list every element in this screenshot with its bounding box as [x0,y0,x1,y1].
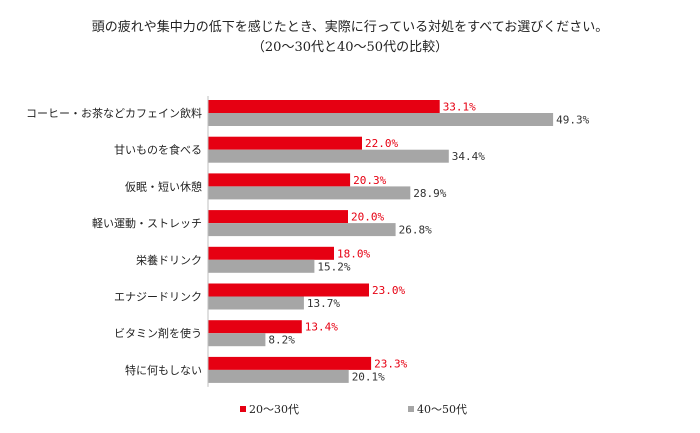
data-label: 33.1% [443,101,476,114]
data-label: 23.3% [374,357,407,370]
bar-20-30s [208,136,362,150]
bars-layer: コーヒー・お茶などカフェイン飲料 33.1% 49.3% 甘いものを食べる 22.0% 3… [26,100,590,383]
data-label: 13.4% [305,321,338,334]
bar-20-30s [208,246,334,260]
bar-20-30s [208,100,440,113]
bar-40-50s [208,113,554,126]
legend-swatch [408,406,414,412]
bar-40-50s [208,223,396,237]
bar-20-30s [208,356,372,370]
category-label: 甘いものを食べる [114,143,202,157]
legend-swatch [240,406,246,412]
bar-40-50s [208,259,315,273]
category-label: 栄養ドリンク [136,253,202,267]
data-label: 23.0% [372,284,405,297]
data-label: 18.0% [337,247,370,260]
bar-40-50s [208,333,266,347]
bar-40-50s [208,369,349,383]
data-label: 26.8% [399,224,432,237]
data-label: 28.9% [413,187,446,200]
category-label: 特に何もしない [125,363,202,377]
bar-20-30s [208,320,302,334]
bar-20-30s [208,283,369,297]
bar-40-50s [208,149,449,163]
data-label: 15.2% [317,260,350,273]
data-label: 20.1% [352,370,385,383]
category-label: 軽い運動・ストレッチ [92,216,202,230]
chart-title: 頭の疲れや集中力の低下を感じたとき、実際に行っている対処をすべてお選びください。 [91,20,609,35]
data-label: 49.3% [556,114,589,127]
category-label: エナジードリンク [114,291,202,304]
data-label: 13.7% [307,297,340,310]
legend-label: 40～50代 [417,403,467,416]
data-label: 8.2% [268,334,295,347]
legend-label: 20～30代 [249,403,299,416]
category-label: コーヒー・お茶などカフェイン飲料 [26,106,202,120]
category-label: 仮眠・短い休憩 [125,179,202,193]
legend: 20～30代 40～50代 [240,403,467,416]
bar-20-30s [208,173,351,187]
chart-subtitle: （20～30代と40～50代の比較） [251,40,449,55]
bar-40-50s [208,186,411,200]
category-label: ビタミン剤を使う [114,326,202,340]
data-label: 20.3% [353,174,386,187]
data-label: 34.4% [452,150,485,163]
data-label: 22.0% [365,137,398,150]
bar-40-50s [208,296,304,310]
data-label: 20.0% [351,211,384,224]
bar-20-30s [208,210,348,224]
